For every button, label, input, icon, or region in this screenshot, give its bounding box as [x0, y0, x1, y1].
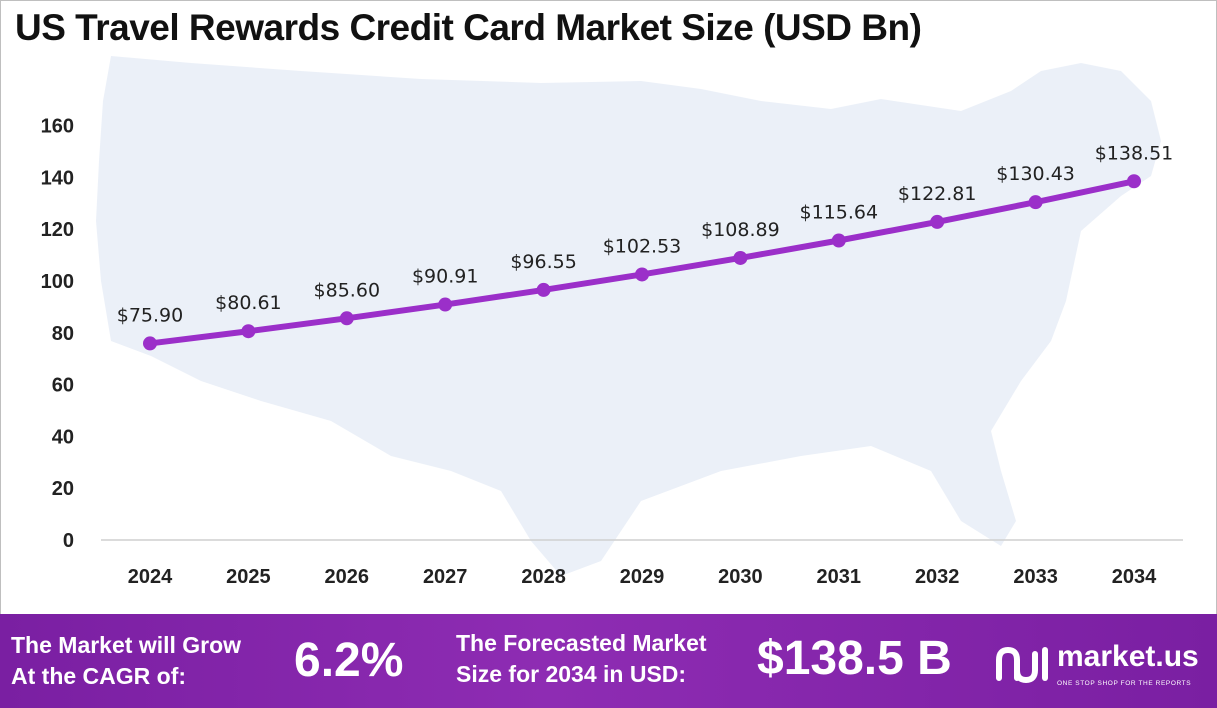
data-point — [831, 233, 846, 248]
x-tick-label: 2024 — [128, 566, 173, 588]
data-labels: $75.90 $80.61 $85.60 $90.91 $96.55 $102.53 $10… — [117, 142, 1174, 326]
data-label: $80.61 — [215, 292, 281, 314]
data-label: $102.53 — [603, 235, 682, 257]
data-point — [143, 336, 157, 351]
data-label: $138.51 — [1095, 142, 1174, 164]
x-tick-label: 2026 — [325, 566, 370, 588]
data-label: $108.89 — [701, 219, 780, 241]
data-label: $96.55 — [510, 251, 576, 273]
market-us-logo-icon — [996, 646, 1048, 684]
x-tick-label: 2034 — [1112, 566, 1157, 588]
forecast-label: The Forecasted Market Size for 2034 in U… — [456, 630, 707, 687]
data-label: $122.81 — [898, 183, 977, 205]
cagr-label: The Market will Grow At the CAGR of: — [11, 632, 242, 689]
x-tick-label: 2029 — [620, 566, 665, 588]
data-points — [143, 174, 1141, 351]
x-tick-label: 2031 — [817, 566, 862, 588]
data-point — [930, 214, 945, 229]
us-map-background — [96, 56, 1161, 576]
data-label: $130.43 — [996, 163, 1075, 185]
data-label: $75.90 — [117, 304, 183, 326]
brand-name: market.us — [1057, 640, 1199, 673]
x-tick-label: 2033 — [1013, 566, 1058, 588]
data-label: $90.91 — [412, 266, 478, 288]
y-tick-label: 120 — [41, 219, 74, 241]
y-tick-label: 60 — [52, 375, 74, 397]
x-tick-label: 2025 — [226, 566, 271, 588]
y-tick-label: 140 — [41, 167, 74, 189]
chart-title: US Travel Rewards Credit Card Market Siz… — [15, 7, 922, 48]
data-point — [241, 324, 256, 339]
data-point — [536, 282, 551, 297]
y-tick-label: 0 — [63, 530, 74, 552]
data-label: $115.64 — [800, 201, 879, 223]
y-axis-ticks: 0 20 40 60 80 100 120 140 160 — [41, 116, 74, 552]
x-tick-label: 2028 — [521, 566, 566, 588]
y-tick-label: 40 — [52, 426, 74, 448]
y-tick-label: 80 — [52, 323, 74, 345]
data-label: $85.60 — [314, 279, 380, 301]
data-point — [1028, 195, 1043, 210]
data-point — [339, 311, 354, 326]
footer-banner: The Market will Grow At the CAGR of: 6.2… — [0, 614, 1217, 708]
brand-logo: market.us ONE STOP SHOP FOR THE REPORTS — [993, 636, 1213, 696]
data-point — [438, 297, 453, 312]
forecast-value: $138.5 B — [757, 632, 952, 685]
data-point — [1127, 174, 1141, 189]
brand-tagline: ONE STOP SHOP FOR THE REPORTS — [1057, 680, 1192, 687]
x-axis-ticks: 2024 2025 2026 2027 2028 2029 2030 2031 2032 2033… — [128, 566, 1157, 588]
x-tick-label: 2032 — [915, 566, 960, 588]
data-point — [635, 267, 649, 282]
x-tick-label: 2027 — [423, 566, 468, 588]
x-tick-label: 2030 — [718, 566, 763, 588]
y-tick-label: 100 — [41, 271, 74, 293]
y-tick-label: 160 — [41, 116, 74, 138]
y-tick-label: 20 — [52, 478, 74, 500]
cagr-value: 6.2% — [294, 634, 404, 687]
data-point — [733, 250, 748, 265]
